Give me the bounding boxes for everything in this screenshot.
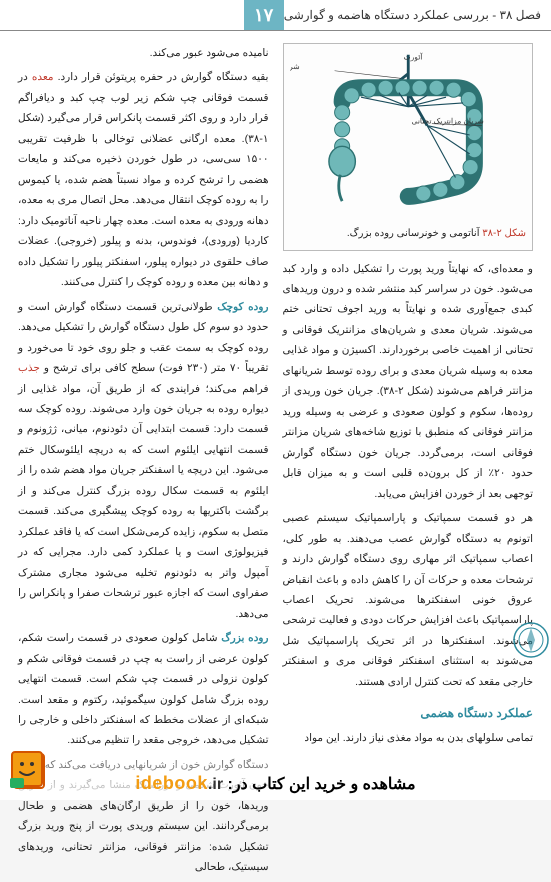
page-header: فصل ۳۸ - بررسی عملکرد دستگاه هاضمه و گوا… <box>0 0 551 31</box>
paragraph: روده کوچک طولانی‌ترین قسمت دستگاه گوارش … <box>18 297 269 625</box>
text: در قسمت فوقانی چپ شکم زیر لوب چپ کبد و د… <box>18 71 269 288</box>
label-sup-mesenteric: شریان مزانتریک فوقانی <box>290 62 300 71</box>
watermark-tld: .ir <box>208 776 223 793</box>
paragraph: بقیه دستگاه گوارش در حفره پریتوئن قرار د… <box>18 67 269 292</box>
text: فراهم می‌کند؛ فرایندی که از طریق آن، موا… <box>18 383 269 620</box>
watermark-text: مشاهده و خرید این کتاب در: idebook.ir <box>135 773 415 794</box>
paragraph: نامیده می‌شود عبور می‌کند. <box>18 43 269 63</box>
text: شامل کولون صعودی در قسمت راست شکم، کولون… <box>18 632 269 746</box>
idebook-logo-icon <box>10 748 54 792</box>
caption-text: آناتومی و خونرسانی روده بزرگ. <box>347 228 480 239</box>
chapter-title: فصل ۳۸ - بررسی عملکرد دستگاه هاضمه و گوا… <box>284 8 551 22</box>
paragraph: روده بزرگ شامل کولون صعودی در قسمت راست … <box>18 628 269 751</box>
section-heading: عملکرد دستگاه هضمی <box>283 702 534 725</box>
text: بقیه دستگاه گوارش در حفره پریتوئن قرار د… <box>54 71 269 83</box>
page-number: ۱۷ <box>244 0 284 30</box>
highlight-term: روده کوچک <box>217 301 268 313</box>
caption-number: شکل ۲-۳۸ <box>482 228 526 239</box>
paragraph: هر دو قسمت سمپاتیک و پاراسمپاتیک سیستم ع… <box>283 508 534 692</box>
label-aorta: آئورت <box>403 51 423 61</box>
highlight-term: جذب <box>18 362 40 374</box>
anatomy-figure: آئورت شریان مزانتریک فوقانی شریان مزانتر… <box>283 43 534 251</box>
intestine-diagram-icon: آئورت شریان مزانتریک فوقانی شریان مزانتر… <box>290 50 527 220</box>
watermark-domain: idebook <box>135 773 208 793</box>
figure-caption: شکل ۲-۳۸ آناتومی و خونرسانی روده بزرگ. <box>290 224 527 244</box>
paragraph: و معده‌ای، که نهایتاً ورید پورت را تشکیل… <box>283 259 534 505</box>
watermark-bar: مشاهده و خرید این کتاب در: idebook.ir <box>0 740 551 800</box>
watermark-prefix: مشاهده و خرید این کتاب در: <box>228 776 416 793</box>
page: فصل ۳۸ - بررسی عملکرد دستگاه هاضمه و گوا… <box>0 0 551 800</box>
publisher-badge-icon <box>511 620 551 660</box>
highlight-term: روده بزرگ <box>221 632 268 644</box>
highlight-term: معده <box>32 71 54 83</box>
